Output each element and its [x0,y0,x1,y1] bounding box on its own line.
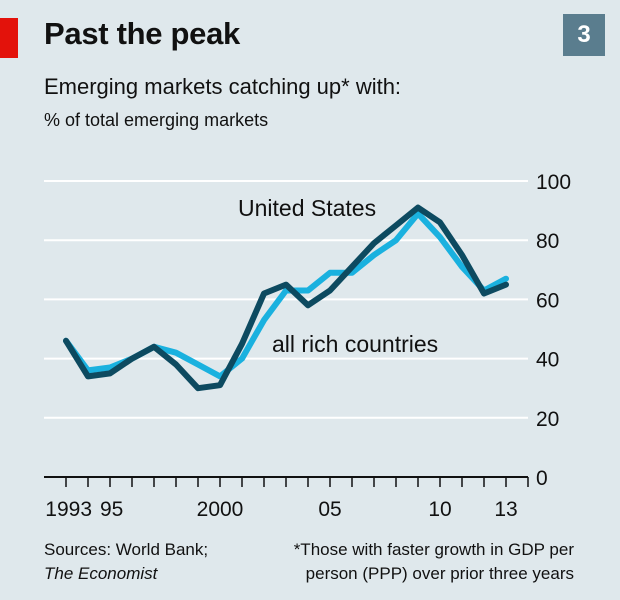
y-tick-label-40: 40 [536,349,559,372]
chart-subtitle: Emerging markets catching up* with: [44,74,402,99]
y-tick-label-20: 20 [536,408,559,431]
x-axis [44,476,529,487]
x-tick-label-2005: 05 [318,498,341,521]
footnote-line-1: *Those with faster growth in GDP per [293,540,574,559]
series-label-all-rich-countries: all rich countries [272,331,438,357]
x-tick-label-2000: 2000 [197,498,244,521]
gridlines [44,180,528,419]
y-tick-label-0: 0 [536,467,548,490]
x-tick-label-2013: 13 [494,498,517,521]
unit-label: % of total emerging markets [44,110,269,130]
y-tick-label-100: 100 [536,171,571,194]
x-tick-label-1995: 95 [100,498,123,521]
x-tick-label-2010: 10 [428,498,451,521]
brand-red-tab [0,18,18,58]
footnote-line-2: person (PPP) over prior three years [305,564,574,583]
footnote: *Those with faster growth in GDP per per… [294,538,574,586]
y-tick-label-80: 80 [536,230,559,253]
series-label-united-states: United States [238,195,376,221]
series-line-united-states [63,204,509,392]
chart-title: Past the peak [44,16,240,51]
y-tick-label-60: 60 [536,289,559,312]
y-axis-labels: 0 20 40 60 80 100 [536,171,571,490]
series-lines [63,204,509,392]
sources-note: Sources: World Bank; The Economist [44,538,208,586]
sources-line-2: The Economist [44,564,158,583]
sources-line-1: Sources: World Bank; [44,540,209,559]
chart-number-badge: 3 [563,14,605,56]
x-tick-label-1993: 1993 [45,498,92,521]
x-axis-labels: 1993 95 2000 05 10 13 [45,498,517,521]
